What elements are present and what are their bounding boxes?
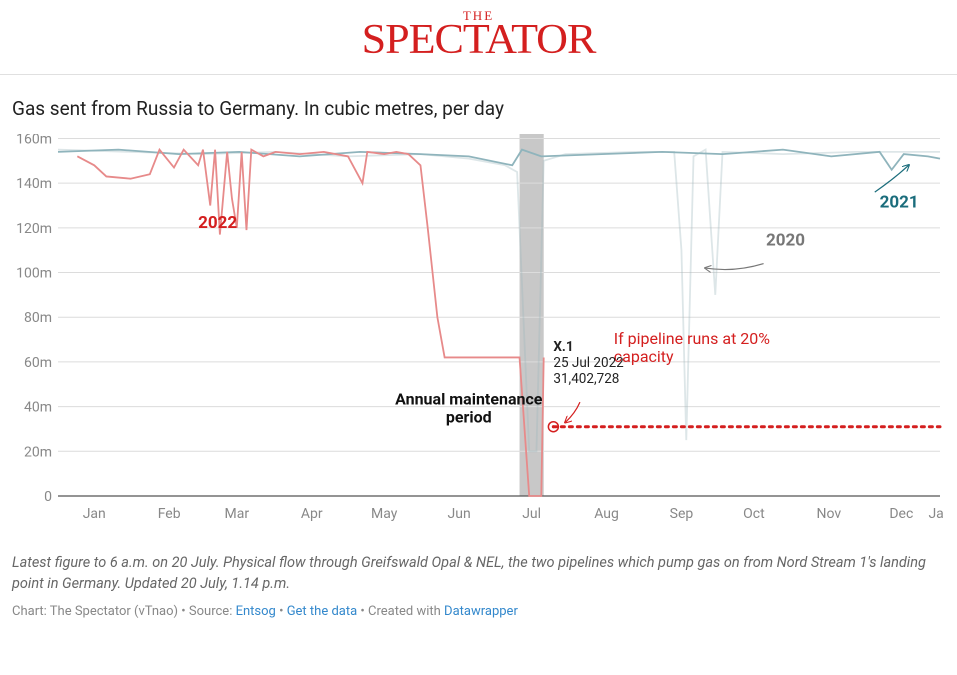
credit-getdata-link[interactable]: Get the data [287, 604, 357, 619]
ytick: 160m [16, 134, 52, 147]
arrow-2020 [706, 263, 764, 269]
arrow-capacity [565, 402, 579, 422]
svg-text:Nov: Nov [817, 506, 842, 522]
svg-text:0: 0 [44, 489, 52, 505]
svg-text:20m: 20m [24, 444, 52, 460]
ytick: 80m [24, 310, 52, 326]
ytick: 100m [16, 265, 52, 281]
xtick: Jan [83, 506, 106, 522]
svg-text:100m: 100m [16, 265, 52, 281]
xtick: Mar [225, 506, 250, 522]
svg-text:120m: 120m [16, 221, 52, 237]
credit-datawrapper-link[interactable]: Datawrapper [444, 604, 518, 619]
svg-text:160m: 160m [16, 134, 52, 147]
credit-source-label: Source: [189, 604, 232, 619]
header-divider [0, 74, 957, 75]
svg-text:Dec: Dec [889, 506, 913, 522]
projection-marker-dot [552, 425, 555, 428]
svg-text:Jul: Jul [522, 506, 541, 522]
ytick: 120m [16, 221, 52, 237]
svg-text:Jan: Jan [83, 506, 106, 522]
svg-text:Oct: Oct [743, 506, 765, 522]
chart-credits: Chart: The Spectator (vTnao) • Source: E… [12, 604, 945, 619]
label-2022: 2022 [198, 213, 237, 233]
content-area: Gas sent from Russia to Germany. In cubi… [0, 97, 957, 619]
xtick: Sep [670, 506, 694, 522]
ytick: 140m [16, 176, 52, 192]
svg-text:Mar: Mar [225, 506, 250, 522]
xtick: Dec [889, 506, 913, 522]
ytick: 0 [44, 489, 52, 505]
svg-text:Aug: Aug [594, 506, 619, 522]
ytick: 20m [24, 444, 52, 460]
label-2020: 2020 [766, 231, 805, 251]
xtick: Jul [522, 506, 541, 522]
xtick: Apr [301, 506, 323, 522]
line-chart: 0 20m 40m 60m 80m 100m 120m 140m 160m Jan Feb Mar Ap… [12, 134, 944, 534]
svg-text:40m: 40m [24, 399, 52, 415]
xtick: Oct [743, 506, 765, 522]
xtick: Jun [448, 506, 471, 522]
masthead-name: SPECTATOR [0, 22, 957, 60]
ytick: 40m [24, 399, 52, 415]
svg-text:140m: 140m [16, 176, 52, 192]
svg-text:May: May [371, 506, 398, 522]
xtick: May [371, 506, 398, 522]
xtick: Nov [817, 506, 842, 522]
svg-text:60m: 60m [24, 355, 52, 371]
chart-footnote: Latest figure to 6 a.m. on 20 July. Phys… [12, 552, 945, 594]
svg-text:Sep: Sep [670, 506, 694, 522]
svg-text:Jan: Jan [928, 506, 944, 522]
chart-subtitle: Gas sent from Russia to Germany. In cubi… [12, 97, 945, 120]
svg-text:Jun: Jun [448, 506, 471, 522]
xtick: Aug [594, 506, 619, 522]
svg-text:Apr: Apr [301, 506, 323, 522]
label-capacity: If pipeline runs at 20%capacity [614, 329, 770, 366]
credit-chart-by: Chart: The Spectator (vTnao) [12, 604, 178, 619]
xtick: Jan [928, 506, 944, 522]
ytick: 60m [24, 355, 52, 371]
series-2022 [77, 149, 543, 495]
series-2021 [58, 149, 940, 169]
credit-source-link[interactable]: Entsog [236, 604, 276, 619]
svg-text:80m: 80m [24, 310, 52, 326]
chart-container: 0 20m 40m 60m 80m 100m 120m 140m 160m Jan Feb Mar Ap… [12, 134, 944, 534]
svg-text:Feb: Feb [158, 506, 181, 522]
xtick: Feb [158, 506, 181, 522]
label-2021: 2021 [880, 193, 919, 213]
credit-created-with: Created with [368, 604, 441, 619]
masthead: THE SPECTATOR [0, 0, 957, 60]
